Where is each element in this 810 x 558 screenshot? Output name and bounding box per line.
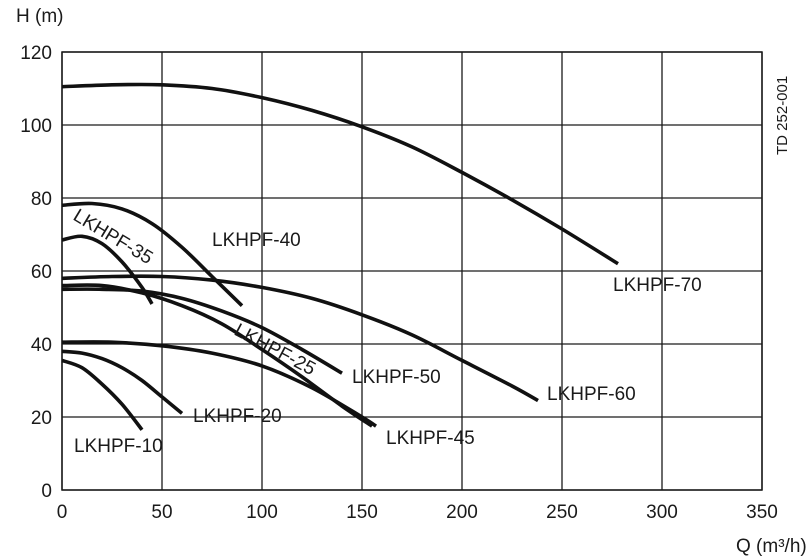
y-tick-label: 100 [20, 116, 52, 137]
y-tick-label: 20 [31, 408, 52, 429]
x-tick-label: 200 [446, 502, 478, 523]
x-tick-label: 50 [151, 502, 172, 523]
x-axis-title: Q (m³/h) [736, 536, 807, 557]
y-tick-label: 0 [41, 481, 52, 502]
y-tick-label: 120 [20, 43, 52, 64]
curve-label-lkhpf-40: LKHPF-40 [212, 230, 301, 251]
curve-lkhpf-35 [61, 234, 154, 305]
y-tick-label: 60 [31, 262, 52, 283]
curve-label-lkhpf-60: LKHPF-60 [547, 384, 636, 405]
curve-lkhpf-10 [61, 358, 144, 431]
curve-lkhpf-60 [61, 274, 539, 403]
x-tick-label: 0 [57, 502, 68, 523]
curve-lkhpf-40 [61, 201, 244, 307]
x-tick-label: 250 [546, 502, 578, 523]
y-axis-title: H (m) [16, 6, 63, 27]
curve-lkhpf-20 [61, 349, 184, 415]
y-tick-labels: 0 20 40 60 80 100 120 [20, 43, 52, 502]
y-tick-label: 80 [31, 189, 52, 210]
curves [61, 82, 619, 431]
y-tick-label: 40 [31, 335, 52, 356]
plot-frame [61, 51, 763, 491]
x-tick-label: 150 [346, 502, 378, 523]
curve-label-lkhpf-50: LKHPF-50 [352, 367, 441, 388]
x-tick-labels: 0 50 100 150 200 250 300 350 [57, 502, 778, 523]
curve-label-lkhpf-45: LKHPF-45 [386, 428, 475, 449]
x-tick-label: 350 [746, 502, 778, 523]
curve-label-lkhpf-20: LKHPF-20 [193, 406, 282, 427]
curve-label-lkhpf-10: LKHPF-10 [74, 436, 163, 457]
x-tick-label: 100 [246, 502, 278, 523]
curve-lkhpf-70 [61, 82, 619, 266]
curve-label-lkhpf-70: LKHPF-70 [613, 275, 702, 296]
document-code: TD 252-001 [774, 76, 791, 155]
curve-lkhpf-45 [61, 340, 378, 428]
curve-lkhpf-50 [61, 287, 343, 375]
x-tick-label: 300 [646, 502, 678, 523]
grid [61, 51, 763, 491]
